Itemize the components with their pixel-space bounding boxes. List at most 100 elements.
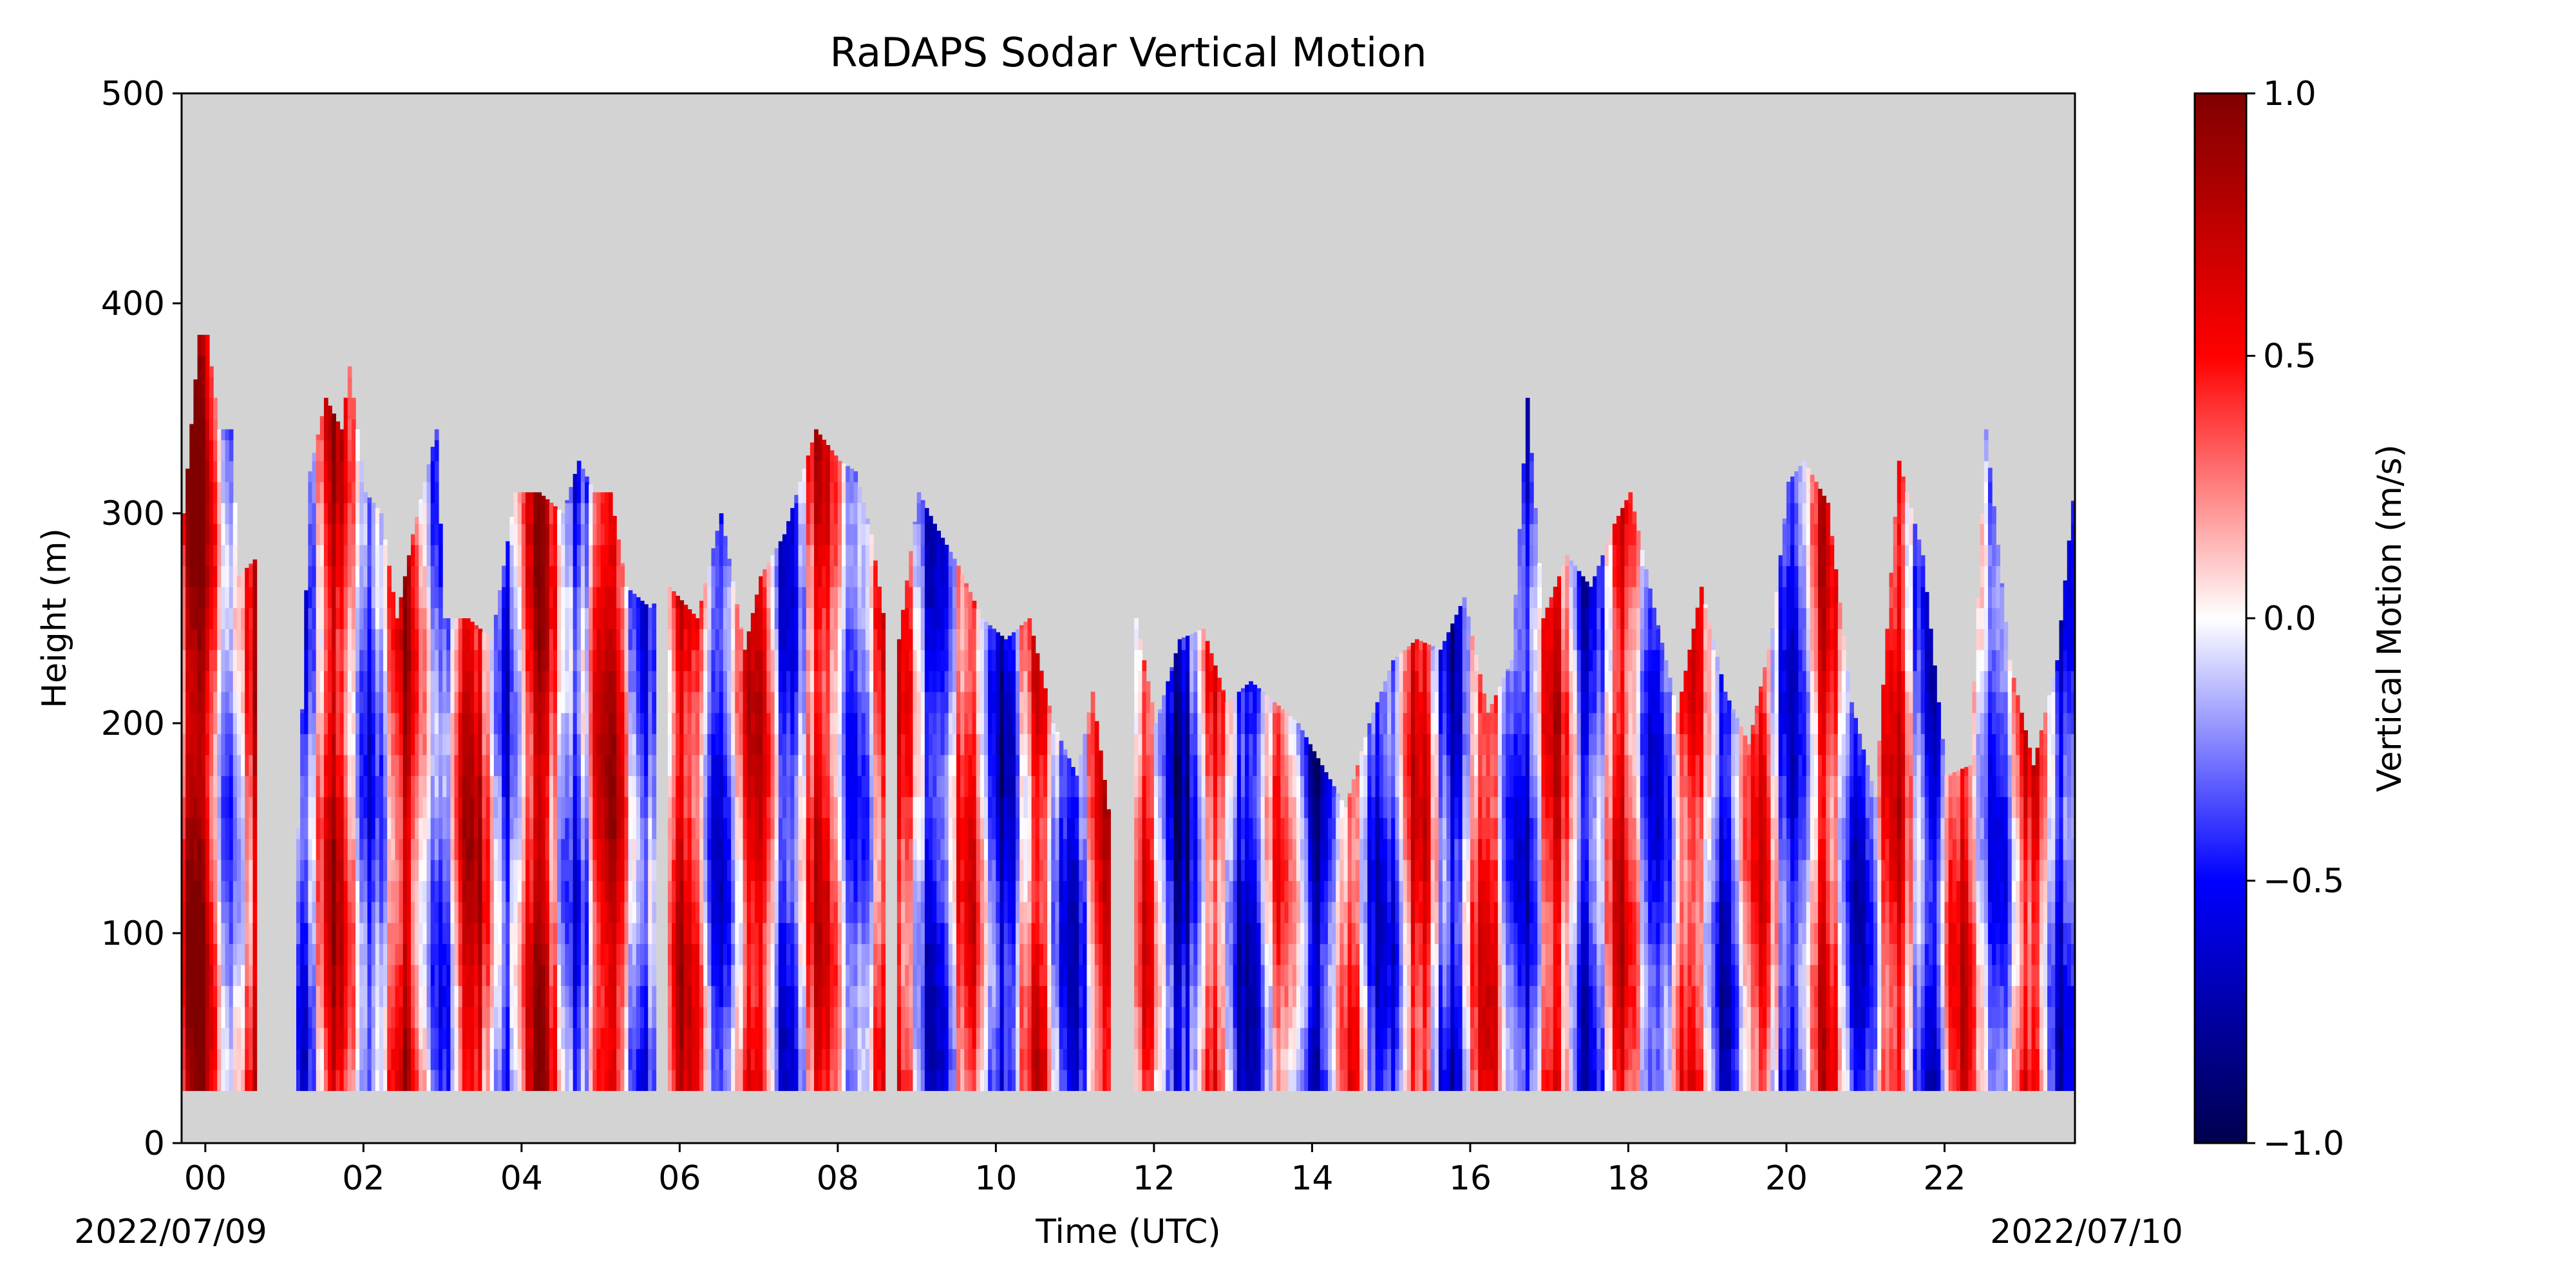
- heatmap-cell: [537, 838, 542, 860]
- heatmap-cell: [691, 922, 696, 944]
- heatmap-cell: [300, 943, 305, 965]
- heatmap-cell: [833, 754, 838, 777]
- heatmap-cell: [592, 492, 598, 504]
- heatmap-cell: [565, 964, 570, 987]
- heatmap-cell: [620, 587, 625, 609]
- heatmap-cell: [209, 712, 214, 734]
- heatmap-cell: [857, 1048, 862, 1070]
- heatmap-cell: [628, 1007, 633, 1028]
- heatmap-cell: [486, 775, 491, 797]
- heatmap-cell: [806, 902, 811, 923]
- heatmap-cell: [849, 607, 855, 629]
- heatmap-cell: [438, 1007, 443, 1028]
- heatmap-cell: [865, 712, 870, 734]
- heatmap-cell: [537, 649, 542, 672]
- heatmap-cell: [802, 1007, 807, 1028]
- heatmap-cell: [557, 1027, 562, 1049]
- heatmap-cell: [525, 817, 530, 839]
- heatmap-cell: [410, 797, 415, 819]
- heatmap-cell: [905, 838, 909, 860]
- heatmap-cell: [814, 754, 819, 777]
- heatmap-cell: [652, 817, 657, 839]
- heatmap-cell: [319, 838, 325, 860]
- heatmap-cell: [679, 1048, 685, 1070]
- heatmap-cell: [229, 1048, 234, 1070]
- heatmap-cell: [430, 524, 435, 545]
- heatmap-cell: [474, 649, 478, 672]
- heatmap-cell: [502, 985, 506, 1007]
- heatmap-cell: [865, 565, 870, 587]
- heatmap-cell: [319, 1027, 325, 1049]
- heatmap-cell: [415, 670, 419, 692]
- heatmap-cell: [336, 649, 341, 672]
- heatmap-cell: [209, 1048, 214, 1070]
- heatmap-cell: [229, 1007, 234, 1028]
- heatmap-cell: [201, 692, 206, 714]
- heatmap-cell: [513, 880, 518, 902]
- heatmap-cell: [489, 943, 495, 965]
- heatmap-cell: [810, 859, 815, 882]
- heatmap-cell: [513, 692, 518, 714]
- heatmap-cell: [750, 629, 755, 650]
- heatmap-cell: [347, 734, 352, 755]
- heatmap-cell: [205, 838, 210, 860]
- heatmap-cell: [509, 817, 515, 839]
- heatmap-cell: [182, 692, 186, 714]
- heatmap-cell: [193, 797, 198, 819]
- heatmap-cell: [545, 859, 550, 882]
- heatmap-cell: [185, 838, 190, 860]
- heatmap-cell: [782, 943, 787, 965]
- heatmap-cell: [596, 502, 601, 524]
- heatmap-cell: [205, 797, 210, 819]
- heatmap-cell: [667, 1007, 672, 1028]
- heatmap-cell: [576, 902, 582, 923]
- heatmap-cell: [624, 607, 629, 629]
- heatmap-cell: [735, 1069, 740, 1092]
- heatmap-cell: [596, 607, 601, 629]
- heatmap-cell: [592, 902, 598, 923]
- heatmap-cell: [339, 859, 345, 882]
- heatmap-cell: [667, 1069, 672, 1092]
- heatmap-cell: [759, 576, 763, 587]
- heatmap-cell: [502, 629, 506, 650]
- heatmap-cell: [232, 502, 238, 524]
- heatmap-cell: [415, 516, 419, 524]
- heatmap-cell: [592, 754, 598, 777]
- heatmap-cell: [525, 649, 530, 672]
- heatmap-cell: [521, 943, 526, 965]
- heatmap-cell: [205, 544, 210, 567]
- heatmap-cell: [478, 712, 483, 734]
- heatmap-cell: [252, 985, 258, 1007]
- heatmap-cell: [715, 985, 720, 1007]
- heatmap-cell: [193, 902, 198, 923]
- heatmap-cell: [723, 943, 728, 965]
- heatmap-cell: [509, 649, 515, 672]
- heatmap-cell: [241, 649, 245, 672]
- heatmap-cell: [608, 754, 613, 777]
- heatmap-cell: [956, 712, 961, 734]
- heatmap-cell: [920, 817, 925, 839]
- heatmap-cell: [948, 692, 953, 714]
- heatmap-cell: [589, 902, 593, 923]
- heatmap-cell: [833, 1048, 838, 1070]
- heatmap-cell: [506, 670, 511, 692]
- heatmap-cell: [715, 587, 720, 609]
- heatmap-cell: [929, 649, 933, 672]
- heatmap-cell: [589, 502, 593, 524]
- heatmap-cell: [877, 754, 882, 777]
- heatmap-cell: [727, 607, 732, 629]
- heatmap-cell: [245, 922, 249, 944]
- heatmap-cell: [782, 859, 787, 882]
- heatmap-cell: [217, 482, 222, 504]
- heatmap-cell: [608, 1027, 613, 1049]
- heatmap-cell: [513, 859, 518, 882]
- heatmap-cell: [727, 880, 732, 902]
- heatmap-cell: [596, 670, 601, 692]
- heatmap-cell: [632, 1007, 637, 1028]
- heatmap-cell: [837, 817, 842, 839]
- heatmap-cell: [221, 859, 226, 882]
- heatmap-cell: [201, 565, 206, 587]
- heatmap-cell: [746, 859, 752, 882]
- heatmap-cell: [624, 734, 629, 755]
- heatmap-cell: [786, 649, 791, 672]
